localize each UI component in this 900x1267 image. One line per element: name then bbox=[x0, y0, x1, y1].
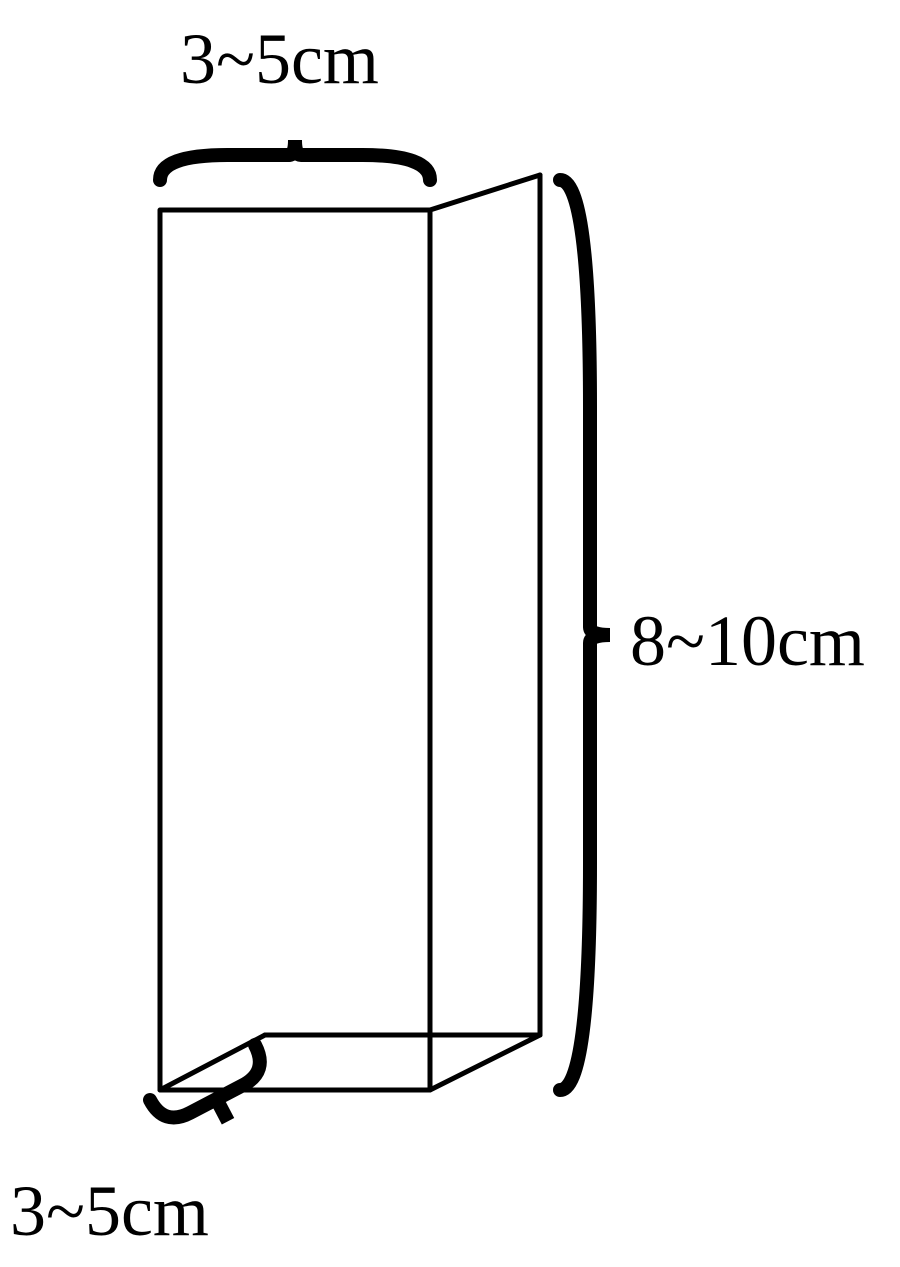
top-width-brace bbox=[160, 140, 430, 180]
width-label: 3~5cm bbox=[180, 18, 379, 101]
diagram-canvas: 3~5cm 8~10cm 3~5cm bbox=[0, 0, 900, 1267]
height-label: 8~10cm bbox=[630, 600, 865, 683]
depth-brace bbox=[150, 1045, 260, 1121]
right-height-brace bbox=[560, 180, 610, 1090]
prism-edges bbox=[160, 175, 540, 1090]
depth-label: 3~5cm bbox=[10, 1170, 209, 1253]
